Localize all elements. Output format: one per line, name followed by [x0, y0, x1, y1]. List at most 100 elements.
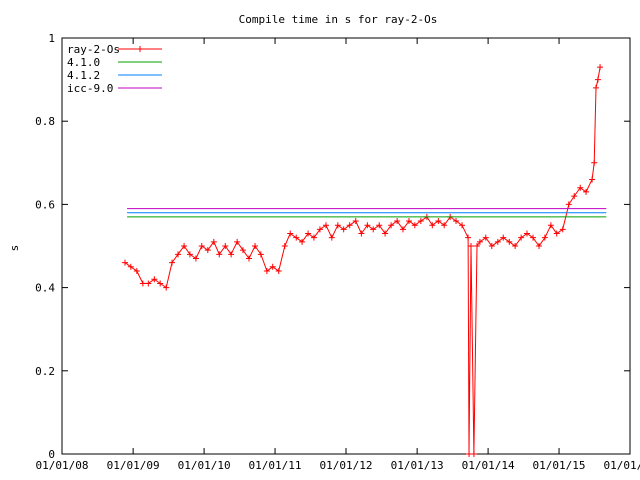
data-point — [293, 234, 300, 241]
data-point — [222, 243, 229, 249]
y-tick-label: 0.4 — [35, 282, 55, 295]
data-point — [541, 234, 548, 241]
data-point — [376, 222, 383, 229]
data-point — [512, 243, 519, 249]
data-point — [216, 251, 223, 258]
data-point — [163, 284, 170, 291]
data-point — [263, 267, 270, 274]
data-point — [310, 234, 317, 241]
data-point — [597, 64, 604, 71]
y-tick-label: 0 — [48, 448, 55, 461]
data-point — [210, 238, 217, 245]
data-point — [411, 222, 418, 229]
data-point — [571, 193, 578, 200]
x-tick-label: 01/01/11 — [249, 459, 302, 472]
data-point — [441, 222, 448, 229]
legend-label: 4.1.0 — [67, 56, 100, 69]
data-point — [299, 238, 306, 245]
x-tick-label: 01/01/13 — [391, 459, 444, 472]
data-point — [429, 222, 436, 229]
data-point — [145, 280, 152, 287]
x-tick-label: 01/01/14 — [462, 459, 515, 472]
x-axis: 01/01/08 01/01/09 01/01/10 01/01/11 01/01/12… — [36, 38, 640, 472]
data-point — [467, 243, 474, 249]
data-point — [328, 234, 335, 241]
data-point — [316, 226, 323, 233]
data-point — [139, 280, 146, 287]
data-point — [577, 184, 584, 191]
data-point — [287, 230, 294, 237]
data-point — [506, 238, 513, 245]
legend-label: icc-9.0 — [67, 82, 113, 95]
chart-title: Compile time in s for ray-2-Os — [239, 13, 438, 26]
data-point — [583, 188, 590, 195]
data-point — [591, 159, 598, 166]
y-axis: 0 0.2 0.4 0.6 0.8 1 — [35, 32, 630, 461]
y-tick-label: 0.6 — [35, 198, 55, 211]
x-tick-label: 01/01/08 — [36, 459, 89, 472]
x-tick-label: 01/01/12 — [320, 459, 373, 472]
data-point — [565, 201, 572, 208]
data-point — [500, 234, 507, 241]
data-point — [553, 230, 560, 237]
data-point — [388, 222, 395, 229]
legend-label: 4.1.2 — [67, 69, 100, 82]
data-point — [127, 263, 134, 270]
data-point — [169, 259, 176, 266]
legend-marker — [137, 46, 143, 52]
data-point — [281, 243, 288, 249]
data-point — [589, 176, 596, 183]
data-point — [594, 76, 601, 83]
data-point — [559, 226, 566, 233]
data-point — [370, 226, 377, 233]
data-point — [435, 218, 442, 225]
y-axis-label: s — [8, 245, 21, 252]
data-point — [394, 218, 401, 225]
y-tick-label: 0.2 — [35, 365, 55, 378]
data-point — [399, 226, 406, 233]
data-point — [482, 234, 489, 241]
data-point — [346, 222, 353, 229]
data-point — [181, 243, 188, 249]
series-layer — [121, 64, 607, 457]
data-point — [228, 251, 235, 258]
data-point — [474, 243, 481, 249]
x-tick-label: 01/01/09 — [107, 459, 160, 472]
data-point — [453, 218, 460, 225]
y-tick-label: 0.8 — [35, 115, 55, 128]
x-tick-label: 01/01/10 — [178, 459, 231, 472]
data-point — [252, 243, 259, 249]
data-point — [358, 230, 365, 237]
data-point — [459, 222, 466, 229]
data-point — [592, 84, 599, 91]
data-point — [121, 259, 128, 266]
data-point — [186, 251, 193, 258]
data-point — [476, 238, 483, 245]
data-point — [133, 267, 140, 274]
x-tick-label: 01/01/16 — [604, 459, 640, 472]
data-point — [275, 267, 282, 274]
data-point — [234, 238, 241, 245]
data-point — [382, 230, 389, 237]
data-point — [352, 218, 359, 225]
data-point — [417, 218, 424, 225]
data-point — [305, 230, 312, 237]
data-point — [204, 247, 211, 254]
data-point — [257, 251, 264, 258]
data-point — [405, 218, 412, 225]
data-point — [246, 255, 253, 262]
data-point — [536, 243, 543, 249]
data-point — [488, 243, 495, 249]
data-point — [523, 230, 530, 237]
data-point — [198, 243, 205, 249]
data-point — [547, 222, 554, 229]
plot-frame — [61, 37, 631, 455]
data-point — [364, 222, 371, 229]
data-point — [518, 234, 525, 241]
data-point — [239, 247, 246, 254]
data-point — [151, 276, 158, 283]
data-point — [322, 222, 329, 229]
data-point — [269, 263, 276, 270]
